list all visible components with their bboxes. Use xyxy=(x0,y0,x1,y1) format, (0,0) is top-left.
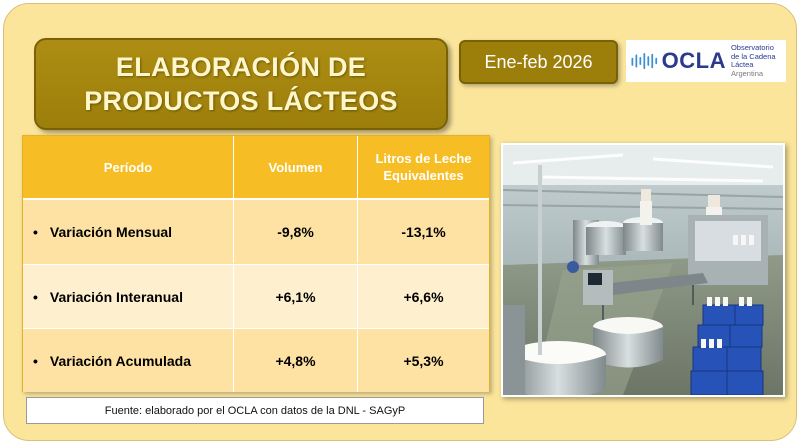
title-box: ELABORACIÓN DE PRODUCTOS LÁCTEOS xyxy=(34,38,448,130)
table-row: • Variación Acumulada +4,8% +5,3% xyxy=(23,328,489,392)
header-periodo: Período xyxy=(103,159,153,175)
row-volumen: -9,8% xyxy=(233,200,357,263)
row-label: • Variación Mensual xyxy=(23,200,233,263)
variation-table: Período Volumen Litros de Leche Equivale… xyxy=(22,135,490,392)
logo-line-1: Observatorio xyxy=(730,43,774,52)
row-label: • Variación Interanual xyxy=(23,265,233,328)
header-volumen: Volumen xyxy=(233,136,357,198)
row-volumen: +6,1% xyxy=(233,265,357,328)
row-label: • Variación Acumulada xyxy=(23,329,233,392)
source-note: Fuente: elaborado por el OCLA con datos … xyxy=(26,397,484,424)
logo-subtitle: Observatorio de la Cadena Láctea Argenti… xyxy=(730,43,786,78)
row-litros: +5,3% xyxy=(357,329,489,392)
row-label-text: Variación Mensual xyxy=(49,223,173,240)
logo-line-2: de la Cadena Láctea xyxy=(730,51,776,69)
row-litros: +6,6% xyxy=(357,265,489,328)
table-row: • Variación Mensual -9,8% -13,1% xyxy=(23,200,489,263)
bullet-icon: • xyxy=(33,223,38,240)
table-header-row: Período Volumen Litros de Leche Equivale… xyxy=(23,136,489,200)
period-badge: Ene-feb 2026 xyxy=(459,40,618,84)
title-line-1: ELABORACIÓN DE xyxy=(115,52,367,82)
logo-line-3: Argentina xyxy=(730,68,764,78)
bullet-icon: • xyxy=(33,352,38,369)
header-litros: Litros de Leche Equivalentes xyxy=(357,136,489,198)
row-volumen: +4,8% xyxy=(233,329,357,392)
bullet-icon: • xyxy=(33,288,38,305)
row-label-text: Variación Acumulada xyxy=(49,352,191,369)
logo-name: OCLA xyxy=(661,48,726,73)
ocla-logo: OCLA Observatorio de la Cadena Láctea Ar… xyxy=(626,40,786,82)
table-row: • Variación Interanual +6,1% +6,6% xyxy=(23,264,489,328)
factory-illustration xyxy=(503,145,783,395)
infographic-card: ELABORACIÓN DE PRODUCTOS LÁCTEOS Ene-feb… xyxy=(3,3,797,441)
row-label-text: Variación Interanual xyxy=(49,288,183,305)
row-litros: -13,1% xyxy=(357,200,489,263)
waveform-icon xyxy=(631,52,658,70)
dairy-factory-photo xyxy=(501,143,785,397)
title-line-2: PRODUCTOS LÁCTEOS xyxy=(84,86,398,116)
